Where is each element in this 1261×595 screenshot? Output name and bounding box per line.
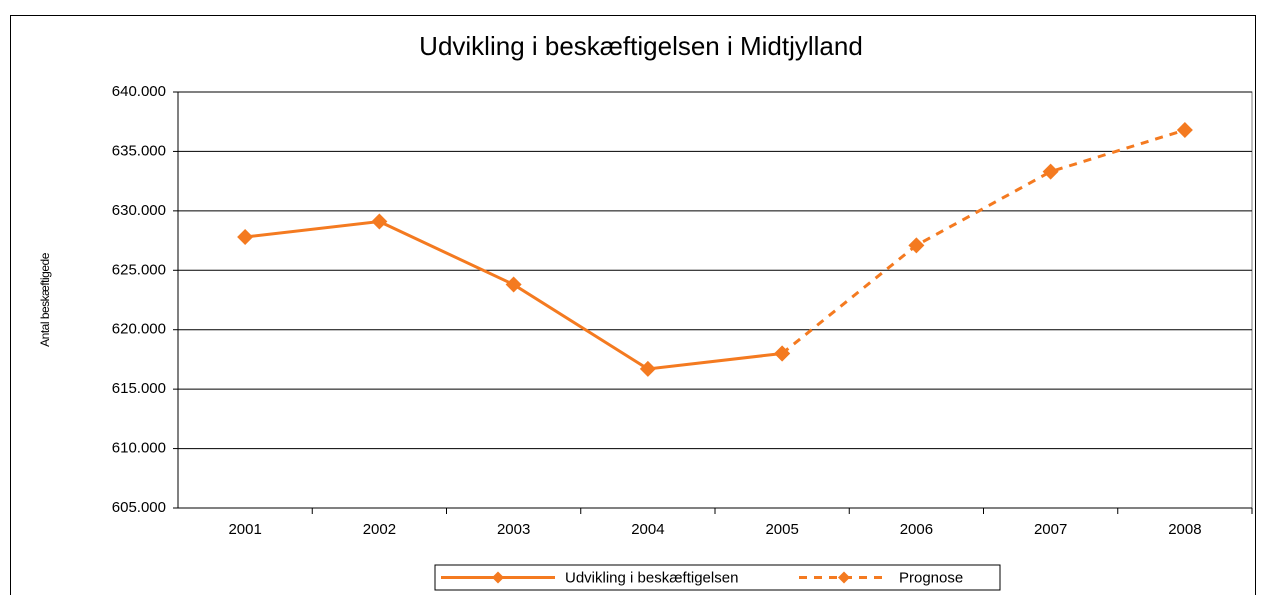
y-tick-label: 605.000 <box>112 499 166 516</box>
y-tick-label: 625.000 <box>112 261 166 278</box>
y-tick-label: 620.000 <box>112 321 166 338</box>
legend: Udvikling i beskæftigelsen Prognose <box>434 564 1001 591</box>
y-tick-label: 630.000 <box>112 202 166 219</box>
legend-label: Udvikling i beskæftigelsen <box>565 569 738 586</box>
x-tick-label: 2004 <box>631 521 664 538</box>
series-line <box>781 128 1186 355</box>
data-point <box>1176 122 1193 139</box>
y-tick-label: 615.000 <box>112 380 166 397</box>
y-tick-label: 635.000 <box>112 142 166 159</box>
x-tick-label: 2003 <box>497 521 530 538</box>
legend-marker <box>492 571 504 584</box>
data-point <box>1042 163 1059 180</box>
legend-label: Prognose <box>899 569 963 586</box>
chart-title: Udvikling i beskæftigelsen i Midtjylland <box>419 31 863 61</box>
x-tick-label: 2005 <box>765 521 798 538</box>
x-tick-label: 2001 <box>228 521 261 538</box>
x-tick-label: 2008 <box>1168 521 1201 538</box>
data-point <box>505 276 522 293</box>
y-axis-label: Antal beskæftigede <box>38 252 52 347</box>
plot-area <box>177 91 1253 509</box>
y-tick-label: 610.000 <box>112 440 166 457</box>
x-tick-label: 2006 <box>900 521 933 538</box>
data-point <box>237 229 254 246</box>
data-point <box>639 360 656 377</box>
y-tick-label: 640.000 <box>112 83 166 100</box>
x-tick-label: 2007 <box>1034 521 1067 538</box>
data-point <box>908 237 925 254</box>
data-point <box>774 345 791 362</box>
x-tick-label: 2002 <box>363 521 396 538</box>
data-point <box>371 213 388 230</box>
legend-marker <box>838 571 850 584</box>
